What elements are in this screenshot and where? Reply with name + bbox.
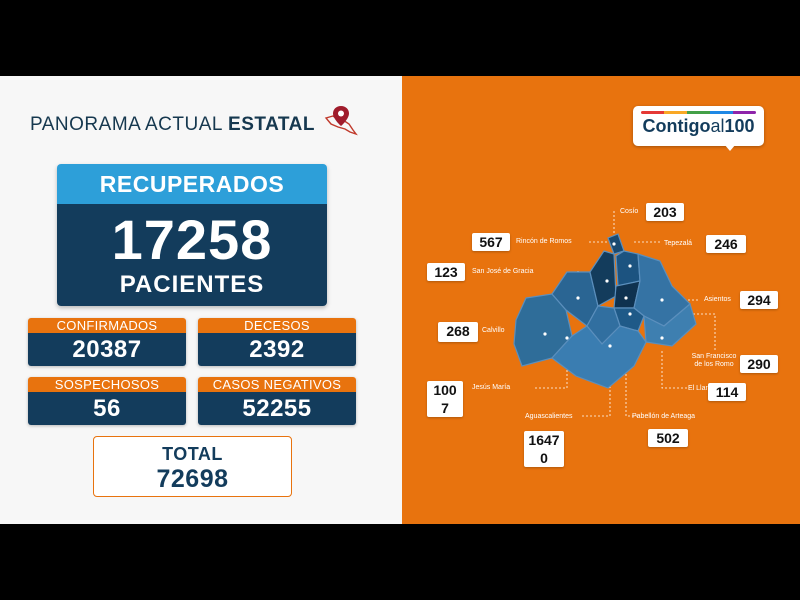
confirmados-label: CONFIRMADOS	[28, 318, 186, 333]
total-card: TOTAL 72698	[93, 436, 292, 497]
muni-value-calvillo: 268	[438, 322, 478, 342]
decesos-label: DECESOS	[198, 318, 356, 333]
muni-value-aguascalientes-1: 1647	[528, 432, 560, 448]
muni-value-san-francisco-de-los-romo: 290	[740, 355, 778, 373]
recuperados-value: 17258	[111, 208, 273, 271]
muni-value-jesus-maria-1: 100	[433, 382, 457, 398]
negativos-label: CASOS NEGATIVOS	[198, 377, 356, 392]
logo-text-light: al	[710, 116, 725, 136]
logo-tail	[724, 144, 736, 151]
muni-label-rincon-de-romos: Rincón de Romos	[516, 238, 572, 245]
muni-value-jesus-maria-2: 7	[441, 400, 449, 416]
logo-text: Contigoal100	[633, 116, 764, 137]
region-dots	[543, 242, 664, 348]
mexico-map-pin-icon	[324, 106, 358, 136]
decesos-card: DECESOS 2392	[198, 318, 356, 366]
muni-value-asientos: 294	[740, 291, 778, 309]
right-panel: Contigoal100 Cosío 203 567 Rincón de Rom…	[402, 76, 800, 524]
muni-label-asientos: Asientos	[704, 296, 731, 303]
muni-label-pabellon-de-arteaga: Pabellón de Arteaga	[632, 413, 696, 420]
muni-value-el-llano: 114	[708, 383, 746, 401]
total-value: 72698	[156, 465, 229, 493]
region-rincon-de-romos	[589, 250, 617, 307]
logo-text-num: 100	[724, 116, 755, 136]
muni-value-aguascalientes-2: 0	[540, 450, 548, 466]
negativos-value: 52255	[198, 392, 356, 425]
confirmados-card: CONFIRMADOS 20387	[28, 318, 186, 366]
left-panel: PANORAMA ACTUAL ESTATAL RECUPERADOS 1725…	[0, 76, 402, 524]
recuperados-unit: PACIENTES	[119, 271, 265, 298]
recuperados-body: 17258 PACIENTES	[57, 204, 327, 306]
municipal-regions	[513, 233, 697, 389]
confirmados-value: 20387	[28, 333, 186, 366]
muni-label-calvillo: Calvillo	[482, 327, 505, 334]
region-cosio	[607, 233, 625, 255]
title-bold: ESTATAL	[228, 114, 315, 135]
muni-value-cosio: 203	[646, 203, 684, 221]
sospechosos-label: SOSPECHOSOS	[28, 377, 186, 392]
region-aguascalientes	[551, 325, 647, 389]
muni-label-cosio: Cosío	[620, 208, 639, 215]
logo-stripe	[641, 111, 756, 114]
region-tepezala	[615, 250, 641, 287]
state-map	[513, 211, 716, 417]
decesos-value: 2392	[198, 333, 356, 366]
muni-value-jesus-maria: 100 7	[427, 381, 463, 417]
logo-text-bold: Contigo	[642, 116, 711, 136]
title-normal: PANORAMA ACTUAL	[30, 114, 229, 135]
muni-label-tepezala: Tepezalá	[664, 240, 693, 247]
muni-value-san-jose-de-gracia: 123	[427, 263, 465, 281]
muni-value-rincon-de-romos: 567	[472, 233, 510, 251]
muni-label-el-llano: El Llano	[688, 385, 714, 392]
infographic: PANORAMA ACTUAL ESTATAL RECUPERADOS 1725…	[0, 76, 800, 524]
muni-value-pabellon-de-arteaga: 502	[648, 429, 688, 447]
sospechosos-card: SOSPECHOSOS 56	[28, 377, 186, 425]
contigo-al-100-logo: Contigoal100	[633, 106, 764, 151]
muni-label-jesus-maria: Jesús María	[472, 384, 511, 391]
recuperados-label: RECUPERADOS	[57, 164, 327, 204]
muni-value-aguascalientes: 1647 0	[524, 431, 564, 467]
total-label: TOTAL	[162, 444, 223, 464]
recuperados-card: RECUPERADOS 17258 PACIENTES	[57, 164, 327, 306]
muni-label-aguascalientes: Aguascalientes	[525, 413, 573, 420]
muni-value-tepezala: 246	[706, 235, 746, 253]
muni-label-san-francisco-de-los-romo: San Francisco de los Romo	[691, 353, 737, 368]
page-title: PANORAMA ACTUAL ESTATAL	[30, 114, 315, 136]
sospechosos-value: 56	[28, 392, 186, 425]
negativos-card: CASOS NEGATIVOS 52255	[198, 377, 356, 425]
muni-label-san-jose-de-gracia: San José de Gracia	[472, 268, 534, 275]
